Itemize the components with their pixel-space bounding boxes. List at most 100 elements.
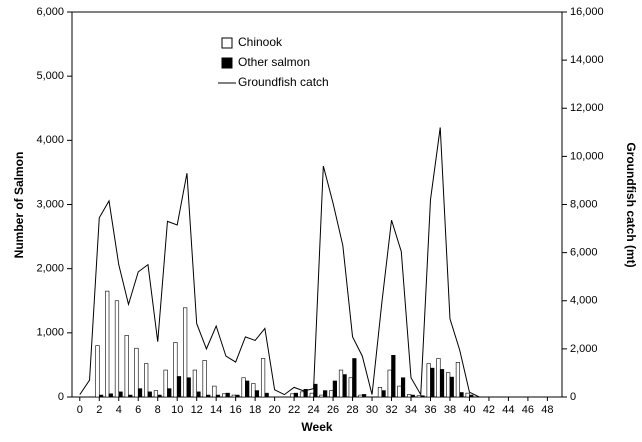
- bar: [183, 307, 188, 398]
- bar: [436, 358, 441, 398]
- bar: [358, 394, 363, 398]
- bar: [108, 393, 113, 398]
- bar: [338, 369, 344, 398]
- bar: [319, 394, 324, 398]
- x-tick-label: 18: [249, 404, 261, 416]
- x-tick-label: 36: [424, 404, 436, 416]
- bar: [251, 383, 256, 398]
- x-tick-label: 34: [405, 404, 417, 416]
- bar: [377, 387, 383, 398]
- bar: [167, 388, 172, 398]
- y-tick-label: 3,000: [36, 198, 64, 210]
- bar: [397, 385, 402, 398]
- bar: [459, 392, 464, 398]
- bar: [449, 376, 454, 398]
- bar: [299, 391, 305, 398]
- bar: [153, 390, 159, 398]
- bar: [192, 369, 197, 398]
- x-axis-title: Week: [301, 420, 332, 434]
- bar: [387, 369, 392, 398]
- bar: [352, 358, 357, 398]
- y-tick-label: 5,000: [36, 70, 64, 82]
- y2-tick-label: 12,000: [570, 102, 604, 114]
- bar: [426, 363, 431, 398]
- bar: [173, 342, 178, 398]
- x-tick-label: 44: [502, 404, 514, 416]
- x-tick-label: 4: [116, 404, 122, 416]
- bar: [134, 347, 139, 398]
- line: [79, 127, 558, 398]
- y2-tick-label: 8,000: [570, 198, 598, 210]
- x-tick-label: 46: [522, 404, 534, 416]
- y2-tick-label: 14,000: [570, 54, 604, 66]
- bar: [455, 362, 461, 398]
- bar: [391, 354, 396, 398]
- bar: [241, 377, 246, 398]
- bar: [215, 394, 221, 398]
- legend-label: Other salmon: [238, 55, 310, 69]
- bar: [469, 394, 474, 398]
- bar: [260, 358, 266, 398]
- y-tick-label: 1,000: [36, 327, 64, 339]
- y-axis-title: Number of Salmon: [12, 152, 26, 259]
- x-tick-label: 8: [155, 404, 161, 416]
- x-tick-label: 32: [385, 404, 397, 416]
- x-tick-label: 20: [268, 404, 280, 416]
- y2-axis-title: Groundfish catch (mt): [624, 142, 638, 267]
- bar: [212, 385, 217, 398]
- bar: [186, 377, 191, 398]
- legend-label: Chinook: [238, 35, 283, 49]
- bar: [420, 395, 425, 398]
- x-tick-label: 22: [288, 404, 300, 416]
- legend-swatch: [221, 57, 233, 69]
- x-tick-label: 38: [444, 404, 456, 416]
- bar: [235, 394, 240, 398]
- bar: [293, 392, 299, 398]
- x-tick-label: 2: [96, 404, 102, 416]
- legend-label: Groundfish catch: [238, 75, 329, 89]
- bar: [313, 383, 318, 398]
- bar: [157, 394, 162, 398]
- bar: [439, 369, 445, 398]
- plot-frame: [71, 11, 563, 398]
- bar: [222, 393, 227, 398]
- bar: [98, 394, 104, 398]
- bar: [176, 376, 182, 398]
- bar: [381, 390, 386, 398]
- y2-tick-label: 4,000: [570, 295, 598, 307]
- bar: [361, 394, 367, 398]
- bar: [410, 394, 415, 398]
- bar: [147, 391, 152, 398]
- bar: [124, 335, 129, 398]
- x-tick-label: 24: [307, 404, 319, 416]
- bar: [231, 394, 236, 398]
- bar: [128, 394, 133, 398]
- bar: [323, 390, 328, 398]
- y-tick-label: 0: [58, 391, 64, 403]
- bar: [309, 392, 314, 398]
- bar: [290, 393, 295, 398]
- y2-tick-label: 0: [570, 391, 576, 403]
- bar: [202, 360, 207, 398]
- bar: [430, 367, 435, 398]
- x-tick-label: 6: [135, 404, 141, 416]
- y2-tick-label: 16,000: [570, 6, 604, 18]
- x-tick-label: 16: [230, 404, 242, 416]
- y-tick-label: 2,000: [36, 263, 64, 275]
- x-tick-label: 30: [366, 404, 378, 416]
- bar: [137, 388, 143, 398]
- bar: [245, 380, 250, 398]
- bar: [144, 363, 149, 398]
- x-tick-label: 10: [171, 404, 183, 416]
- bar: [407, 394, 412, 398]
- bar: [342, 374, 347, 398]
- x-tick-label: 26: [327, 404, 339, 416]
- x-tick-label: 12: [191, 404, 203, 416]
- bar: [465, 392, 470, 398]
- y-tick-label: 4,000: [36, 134, 64, 146]
- bar: [400, 377, 406, 398]
- x-tick-label: 48: [541, 404, 553, 416]
- bar: [446, 372, 451, 398]
- x-tick-label: 14: [210, 404, 222, 416]
